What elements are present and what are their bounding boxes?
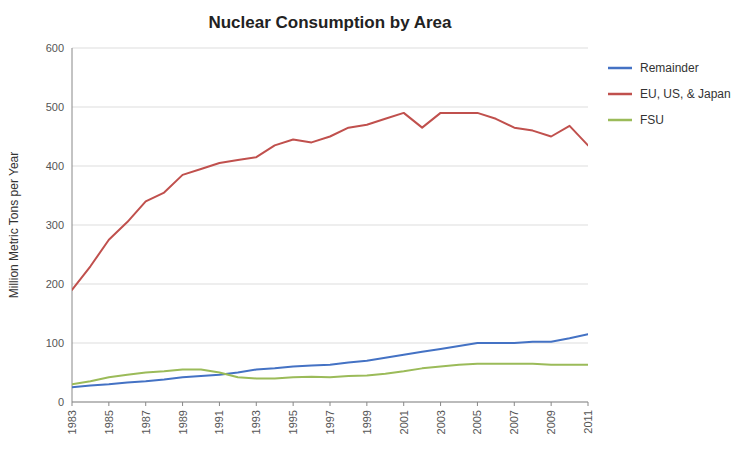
grid-line [72,48,588,49]
legend-swatch [608,119,632,122]
x-tick-label: 2001 [398,410,410,434]
x-tick [145,402,146,406]
x-tick-label: 2005 [471,410,483,434]
legend-swatch [608,67,632,70]
x-tick [588,402,589,406]
legend-swatch [608,93,632,96]
x-tick [108,402,109,406]
x-tick-label: 1995 [287,410,299,434]
chart-svg: Nuclear Consumption by Area Million Metri… [0,0,754,454]
plot-area [72,113,588,387]
x-tick-label: 2009 [545,410,557,434]
x-tick [477,402,478,406]
x-tick [551,402,552,406]
y-tick-label: 0 [58,396,64,408]
x-tick [182,402,183,406]
x-tick [256,402,257,406]
grid-line [72,225,588,226]
x-tick [219,402,220,406]
x-tick-label: 1997 [324,410,336,434]
x-tick-label: 1999 [361,410,373,434]
x-tick [403,402,404,406]
y-tick-label: 400 [46,160,64,172]
title: Nuclear Consumption by Area [208,13,452,32]
x-tick-label: 1991 [213,410,225,434]
x-tick [514,402,515,406]
y-axis-line [72,48,73,402]
legend: Remainder EU, US, & Japan FSU [608,61,731,127]
x-tick [440,402,441,406]
x-tick-label: 1993 [250,410,262,434]
y-tick-label: 200 [46,278,64,290]
y-tick-label: 600 [46,42,64,54]
y-tick-label: 100 [46,337,64,349]
x-tick-label: 2007 [508,410,520,434]
legend-label: FSU [640,113,664,127]
x-tick [330,402,331,406]
chart-container: Nuclear Consumption by Area Million Metri… [0,0,754,454]
grid-line [72,284,588,285]
x-tick [72,402,73,406]
grid-line [72,166,588,167]
x-tick-label: 1987 [140,410,152,434]
x-tick-label: 2003 [435,410,447,434]
x-tick-label: 1985 [103,410,115,434]
series-line [72,364,588,385]
y-axis-label: Million Metric Tons per Year [7,152,21,299]
series-line [72,334,588,387]
x-tick-label: 2011 [582,410,594,434]
y-tick-label: 500 [46,101,64,113]
grid [72,48,588,402]
grid-line [72,107,588,108]
y-tick-label: 300 [46,219,64,231]
x-tick [366,402,367,406]
legend-label: EU, US, & Japan [640,87,731,101]
legend-label: Remainder [640,61,699,75]
series-line [72,113,588,290]
x-tick-label: 1983 [66,410,78,434]
x-tick-label: 1989 [177,410,189,434]
x-tick [293,402,294,406]
